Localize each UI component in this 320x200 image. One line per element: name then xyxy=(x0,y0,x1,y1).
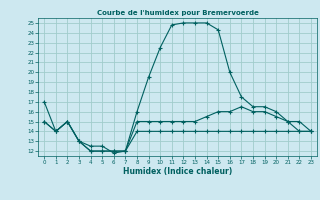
X-axis label: Humidex (Indice chaleur): Humidex (Indice chaleur) xyxy=(123,167,232,176)
Title: Courbe de l'humidex pour Bremervoerde: Courbe de l'humidex pour Bremervoerde xyxy=(97,10,259,16)
